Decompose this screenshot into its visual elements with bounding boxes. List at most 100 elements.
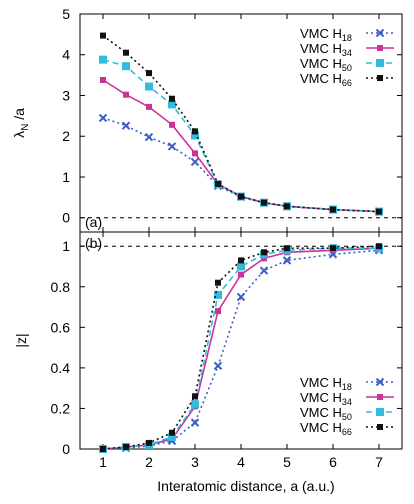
data-point-66 (376, 243, 382, 250)
data-point-66 (100, 32, 106, 39)
marker-stroke (190, 157, 200, 167)
data-point-66 (100, 446, 106, 452)
data-point-34 (100, 77, 106, 84)
data-point-50 (214, 290, 222, 299)
data-point-66 (169, 429, 175, 436)
marker-stroke (375, 377, 385, 387)
data-point-66 (330, 206, 336, 213)
legend-item-34: VMC H34 (300, 390, 394, 407)
data-point-34 (169, 121, 175, 128)
data-point-50 (122, 62, 130, 71)
y-tick-label: 4 (62, 47, 70, 63)
y-tick-label: 0.6 (51, 319, 71, 335)
data-point-50 (237, 262, 245, 271)
data-point-66 (284, 245, 290, 252)
x-tick-label: 5 (283, 454, 291, 470)
legend-label-main: VMC H (300, 71, 342, 86)
legend-marker (376, 59, 384, 67)
legend-label-main: VMC H (300, 41, 342, 56)
panel-label: (b) (85, 235, 102, 251)
legend-label: VMC H34 (300, 41, 352, 58)
x-tick-label: 2 (145, 454, 153, 470)
y-tick-label: 0 (62, 210, 70, 226)
data-point-66 (169, 95, 175, 102)
legend-label-sub: 34 (342, 397, 352, 407)
y-tick-label: 0 (62, 441, 70, 457)
legend-marker (377, 45, 383, 51)
legend-marker (377, 394, 383, 400)
series-line-50 (102, 58, 380, 213)
marker-stroke (375, 28, 385, 38)
legend-label: VMC H18 (300, 26, 352, 43)
legend-label: VMC H50 (300, 405, 352, 422)
legend-marker (377, 424, 383, 430)
y-tick-label: 5 (62, 6, 70, 22)
data-point-18 (259, 266, 269, 275)
marker-stroke (213, 361, 223, 371)
legend-marker (375, 28, 385, 38)
panel-label: (a) (85, 214, 102, 230)
data-point-34 (192, 150, 198, 157)
legend-item-18: VMC H18 (300, 375, 394, 392)
data-point-66 (215, 279, 221, 286)
x-axis-label: Interatomic distance, a (a.u.) (157, 478, 334, 494)
series-66 (100, 243, 382, 452)
legend-label: VMC H66 (300, 420, 352, 437)
legend-label-main: VMC H (300, 56, 342, 71)
legend-marker (377, 75, 383, 81)
series-line-34 (102, 79, 380, 213)
data-point-18 (190, 157, 200, 167)
legend-marker (376, 408, 384, 416)
legend-label-sub: 34 (342, 48, 352, 58)
legend-label: VMC H34 (300, 390, 352, 407)
legend-label: VMC H66 (300, 71, 352, 88)
data-point-50 (191, 400, 199, 409)
legend-label-main: VMC H (300, 405, 342, 420)
legend-item-50: VMC H50 (300, 56, 394, 73)
legend-label: VMC H18 (300, 375, 352, 392)
legend-label: VMC H50 (300, 56, 352, 73)
data-point-66 (238, 257, 244, 264)
series-66 (100, 32, 382, 215)
x-tick-label: 6 (329, 454, 337, 470)
data-point-66 (261, 249, 267, 256)
data-point-66 (192, 128, 198, 135)
legend-item-50: VMC H50 (300, 405, 394, 422)
legend-item-66: VMC H66 (300, 71, 394, 88)
y-tick-label: 1 (62, 169, 70, 185)
legend-item-18: VMC H18 (300, 26, 394, 43)
marker-stroke (167, 142, 177, 151)
y-tick-label: 0.4 (51, 360, 71, 376)
marker-stroke (121, 121, 131, 130)
legend-label-main: VMC H (300, 390, 342, 405)
data-point-50 (168, 100, 176, 109)
y-axis-label-tail: /a (11, 108, 27, 124)
data-point-34 (146, 103, 152, 110)
legend-item-34: VMC H34 (300, 41, 394, 58)
data-point-66 (261, 199, 267, 206)
data-point-66 (146, 70, 152, 77)
legend-label-sub: 18 (342, 33, 352, 43)
y-tick-label: 3 (62, 87, 70, 103)
marker-stroke (236, 292, 246, 302)
legend-item-66: VMC H66 (300, 420, 394, 437)
data-point-34 (261, 255, 267, 262)
data-point-66 (238, 193, 244, 200)
data-point-18 (236, 292, 246, 302)
legend-marker (375, 377, 385, 387)
data-point-66 (146, 439, 152, 446)
x-tick-label: 1 (99, 454, 107, 470)
legend-label-sub: 66 (342, 78, 352, 88)
y-tick-label: 0.2 (51, 400, 71, 416)
data-point-66 (123, 49, 129, 56)
data-point-34 (123, 91, 129, 98)
legend-label-main: VMC H (300, 420, 342, 435)
y-tick-label: 0.8 (51, 279, 71, 295)
data-point-18 (282, 256, 292, 265)
data-point-66 (330, 245, 336, 252)
marker-stroke (282, 256, 292, 265)
y-axis-label-main: λ (11, 131, 27, 138)
